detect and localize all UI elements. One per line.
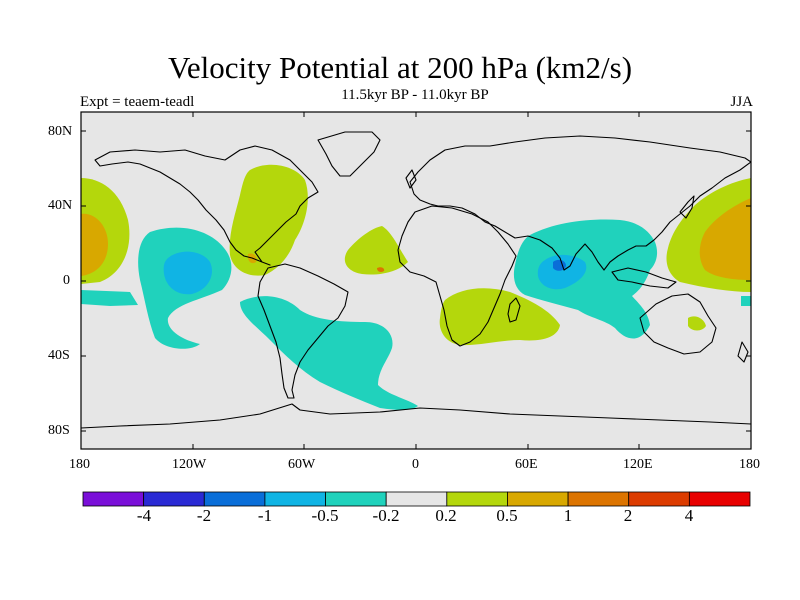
colorbar-label: 0.5	[496, 506, 518, 525]
contour-region	[537, 254, 587, 290]
colorbar-label: 0.2	[435, 506, 457, 525]
colorbar-swatch	[385, 491, 448, 507]
x-tick-label: 120E	[623, 457, 653, 472]
coastline-north-america	[94, 145, 319, 266]
coastline-australia	[639, 293, 717, 355]
experiment-label: Expt = teaem-teadl	[80, 94, 195, 110]
contour-region	[81, 213, 108, 276]
colorbar-swatch	[507, 491, 569, 507]
colorbar-swatch	[567, 491, 630, 507]
coastline-south-america	[257, 263, 349, 399]
coastline-japan	[679, 195, 695, 219]
y-tick-label: 40S	[48, 348, 70, 363]
colorbar-swatch	[82, 491, 145, 507]
season-label: JJA	[730, 94, 753, 110]
contour-region	[229, 164, 308, 276]
y-tick-label: 40N	[48, 198, 73, 213]
x-tick-label: 180	[739, 457, 760, 472]
coastline-indonesia	[611, 267, 677, 289]
contour-region	[163, 251, 212, 295]
coastline-uk	[405, 169, 417, 189]
colorbar-label: 1	[563, 506, 573, 525]
contour-region	[688, 316, 706, 331]
x-tick-label: 60E	[515, 457, 538, 472]
coastline-antarctica	[81, 403, 751, 429]
contour-region	[699, 198, 751, 280]
chart-subtitle: 11.5kyr BP - 11.0kyr BP	[341, 87, 489, 103]
x-tick-label: 0	[412, 457, 419, 472]
x-tick-label: 60W	[288, 457, 316, 472]
colorbar-label: -1	[257, 506, 273, 525]
contour-region	[741, 296, 751, 306]
chart-title: Velocity Potential at 200 hPa (km2/s)	[167, 50, 633, 85]
y-tick-label: 0	[63, 273, 70, 288]
colorbar-swatch	[143, 491, 205, 507]
tick-marks	[81, 112, 751, 449]
coastline-madagascar	[507, 297, 521, 323]
map-plot	[81, 112, 751, 449]
contour-region	[344, 226, 408, 275]
x-tick-label: 120W	[172, 457, 207, 472]
contour-region	[553, 259, 566, 271]
colorbar-swatch	[264, 491, 326, 507]
contour-region	[377, 267, 385, 272]
colorbar-swatch	[446, 491, 508, 507]
coastline-africa	[397, 205, 517, 347]
colorbar-swatch	[688, 491, 751, 507]
y-tick-label: 80S	[48, 423, 70, 438]
colorbar-swatch	[325, 491, 387, 507]
colorbar-label: 2	[623, 506, 633, 525]
colorbar-swatch	[628, 491, 690, 507]
colorbar-label: -4	[136, 506, 152, 525]
x-tick-label: 180	[69, 457, 90, 472]
contour-region	[439, 288, 560, 346]
colorbar-swatch	[203, 491, 266, 507]
coastline-new-zealand	[737, 341, 749, 363]
colorbar-label: -2	[196, 506, 212, 525]
contour-fills	[81, 164, 751, 410]
contour-region	[240, 296, 418, 410]
plot-frame	[80, 111, 752, 450]
contour-region	[513, 219, 658, 339]
y-tick-label: 80N	[48, 124, 73, 139]
contour-region	[81, 290, 138, 306]
coastlines	[81, 131, 751, 429]
colorbar-label: -0.2	[372, 506, 400, 525]
colorbar	[82, 491, 751, 507]
coastline-greenland	[317, 131, 381, 177]
colorbar-label: -0.5	[311, 506, 339, 525]
colorbar-label: 4	[684, 506, 694, 525]
